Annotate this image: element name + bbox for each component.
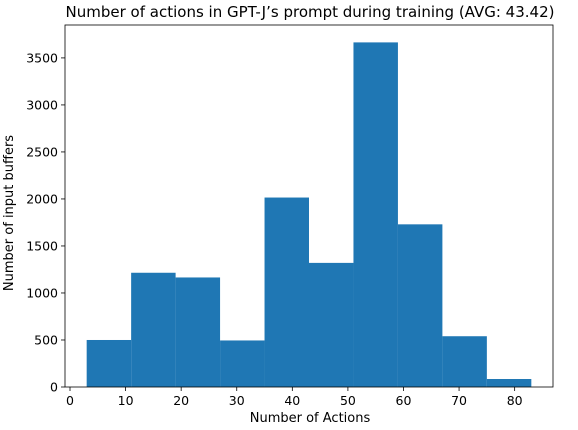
y-tick-label: 2500	[26, 144, 58, 159]
y-tick-label: 2000	[26, 191, 58, 206]
x-tick-label: 50	[340, 393, 356, 408]
chart-title: Number of actions in GPT-J’s prompt duri…	[66, 3, 555, 21]
y-tick-label: 3500	[26, 50, 58, 65]
histogram-bar	[353, 42, 398, 387]
y-tick-label: 3000	[26, 97, 58, 112]
histogram-bar	[442, 336, 487, 387]
histogram-bar	[309, 262, 354, 387]
histogram-bar	[264, 197, 309, 387]
x-tick-label: 20	[173, 393, 189, 408]
histogram-bar	[486, 379, 532, 387]
x-tick-label: 70	[451, 393, 467, 408]
y-tick-label: 500	[34, 332, 58, 347]
axes-group: 0 10 20 30 40 50 60 70 80 0 500 1000 1500 2000 2500 300…	[26, 24, 554, 408]
histogram-bar	[86, 339, 132, 387]
x-tick-label: 80	[507, 393, 523, 408]
x-tick-label: 30	[229, 393, 245, 408]
y-axis-label: Number of input buffers	[2, 135, 17, 291]
histogram-bar	[131, 272, 176, 387]
histogram-bar	[220, 340, 265, 387]
bars-group	[86, 42, 532, 387]
x-tick-label: 40	[284, 393, 300, 408]
x-tick-label: 60	[396, 393, 412, 408]
y-tick-label: 0	[50, 380, 58, 395]
y-tick-label: 1000	[26, 285, 58, 300]
x-tick-label: 0	[66, 393, 74, 408]
histogram-bar	[175, 277, 221, 387]
y-tick-label: 1500	[26, 238, 58, 253]
histogram-bar	[397, 224, 443, 387]
x-axis-label: Number of Actions	[250, 411, 371, 426]
plot-frame	[64, 24, 554, 388]
x-tick-label: 10	[118, 393, 134, 408]
